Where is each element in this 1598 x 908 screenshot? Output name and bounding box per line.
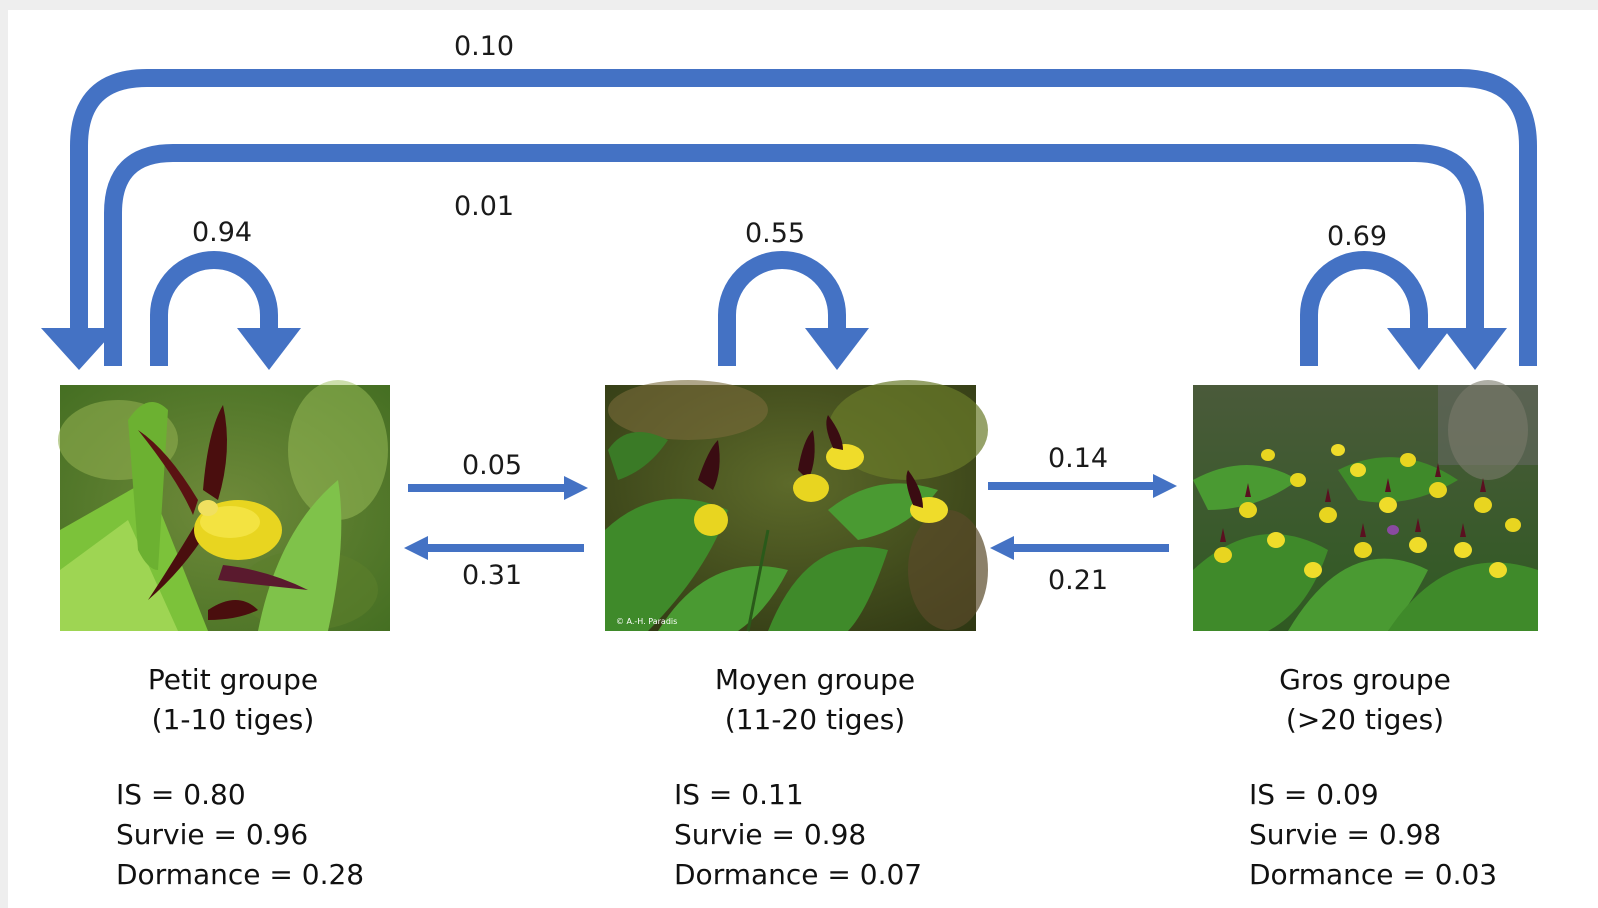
group-large-is: IS = 0.09: [1249, 778, 1379, 811]
arrow-large-to-small: [41, 69, 1537, 370]
group-small-dormance: Dormance = 0.28: [116, 858, 364, 891]
arrow-medium-to-small: [404, 536, 584, 560]
label-large-stay: 0.69: [1327, 221, 1387, 252]
label-medium-to-large: 0.14: [1048, 443, 1108, 474]
group-medium-name: Moyen groupe: [715, 663, 915, 696]
group-medium-dormance: Dormance = 0.07: [674, 858, 922, 891]
transition-diagram: 0.10 0.01 0.94 0.55 0.69 0.05 0.31 0.14 …: [41, 31, 1538, 891]
group-small-range: (1-10 tiges): [152, 703, 315, 736]
group-medium-range: (11-20 tiges): [725, 703, 905, 736]
diagram-canvas: 0.10 0.01 0.94 0.55 0.69 0.05 0.31 0.14 …: [8, 10, 1598, 908]
arrow-small-to-large: [104, 144, 1507, 370]
arrow-small-to-medium: [408, 476, 588, 500]
arrow-large-to-medium: [990, 536, 1169, 560]
arrow-large-self-loop: [1300, 251, 1451, 370]
flower-cluster: [1214, 444, 1521, 578]
label-small-stay: 0.94: [192, 217, 252, 248]
group-small-is: IS = 0.80: [116, 778, 246, 811]
label-large-to-medium: 0.21: [1048, 565, 1108, 596]
group-small-survie: Survie = 0.96: [116, 818, 308, 851]
group-large-dormance: Dormance = 0.03: [1249, 858, 1497, 891]
label-small-to-large: 0.01: [454, 191, 514, 222]
group-large-survie: Survie = 0.98: [1249, 818, 1441, 851]
orchid-large-clump-photo: [1193, 380, 1538, 631]
arrow-medium-self-loop: [718, 251, 869, 370]
orchid-single-flower-photo: [58, 380, 390, 631]
photo-credit: © A.-H. Paradis: [616, 617, 677, 626]
label-medium-to-small: 0.31: [462, 560, 522, 591]
label-large-to-small: 0.10: [454, 31, 514, 62]
group-small-name: Petit groupe: [148, 663, 318, 696]
label-small-to-medium: 0.05: [462, 450, 522, 481]
label-medium-stay: 0.55: [745, 218, 805, 249]
arrow-small-self-loop: [150, 251, 301, 370]
group-large-name: Gros groupe: [1279, 663, 1451, 696]
orchid-small-clump-photo: © A.-H. Paradis: [605, 380, 988, 632]
arrow-medium-to-large: [988, 474, 1177, 498]
group-large-range: (>20 tiges): [1286, 703, 1444, 736]
group-medium-is: IS = 0.11: [674, 778, 804, 811]
group-medium-survie: Survie = 0.98: [674, 818, 866, 851]
